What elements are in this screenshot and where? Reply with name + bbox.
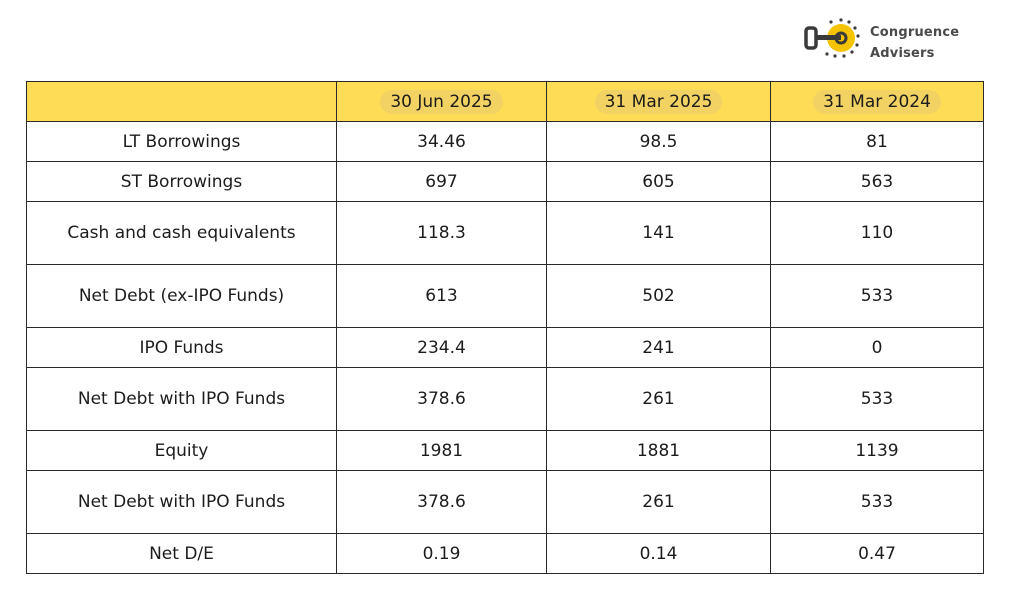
row-label: Equity: [26, 430, 337, 471]
cell-value: 605: [546, 161, 771, 202]
cell-value: 234.4: [336, 327, 547, 368]
header-cell-30-jun-2025: 30 Jun 2025: [336, 81, 547, 122]
cell-value: 378.6: [336, 367, 547, 431]
header-cell-empty: [26, 81, 337, 122]
cell-value: 697: [336, 161, 547, 202]
cell-value: 110: [770, 201, 984, 265]
row-label: IPO Funds: [26, 327, 337, 368]
net-debt-table: 30 Jun 2025 31 Mar 2025 31 Mar 2024 LT B…: [26, 81, 984, 574]
logo-line-1: Congruence: [870, 25, 960, 40]
table-row: Net D/E 0.19 0.14 0.47: [26, 533, 984, 574]
header-label: 31 Mar 2025: [594, 89, 723, 114]
cell-value: 81: [770, 121, 984, 162]
logo-line-2: Advisers: [870, 46, 935, 61]
cell-value: 141: [546, 201, 771, 265]
table-row: Net Debt (ex-IPO Funds) 613 502 533: [26, 264, 984, 328]
cell-value: 533: [770, 367, 984, 431]
cell-value: 34.46: [336, 121, 547, 162]
row-label: ST Borrowings: [26, 161, 337, 202]
cell-value: 1981: [336, 430, 547, 471]
header-cell-31-mar-2024: 31 Mar 2024: [770, 81, 984, 122]
cell-value: 378.6: [336, 470, 547, 534]
row-label: Net Debt with IPO Funds: [26, 367, 337, 431]
table-header-row: 30 Jun 2025 31 Mar 2025 31 Mar 2024: [26, 81, 984, 122]
cell-value: 613: [336, 264, 547, 328]
table-row: Net Debt with IPO Funds 378.6 261 533: [26, 470, 984, 534]
row-label: Net Debt (ex-IPO Funds): [26, 264, 337, 328]
header-label: 30 Jun 2025: [380, 89, 503, 114]
table-row: Cash and cash equivalents 118.3 141 110: [26, 201, 984, 265]
cell-value: 241: [546, 327, 771, 368]
cell-value: 261: [546, 367, 771, 431]
cell-value: 533: [770, 264, 984, 328]
header-cell-31-mar-2025: 31 Mar 2025: [546, 81, 771, 122]
row-label: LT Borrowings: [26, 121, 337, 162]
key-icon: [804, 18, 860, 58]
cell-value: 0: [770, 327, 984, 368]
cell-value: 502: [546, 264, 771, 328]
cell-value: 261: [546, 470, 771, 534]
header-label: 31 Mar 2024: [813, 89, 941, 114]
cell-value: 118.3: [336, 201, 547, 265]
table-row: IPO Funds 234.4 241 0: [26, 327, 984, 368]
cell-value: 563: [770, 161, 984, 202]
cell-value: 533: [770, 470, 984, 534]
cell-value: 98.5: [546, 121, 771, 162]
row-label: Net D/E: [26, 533, 337, 574]
cell-value: 1139: [770, 430, 984, 471]
row-label: Net Debt with IPO Funds: [26, 470, 337, 534]
cell-value: 0.19: [336, 533, 547, 574]
table-row: Net Debt with IPO Funds 378.6 261 533: [26, 367, 984, 431]
table-row: ST Borrowings 697 605 563: [26, 161, 984, 202]
table-row: Equity 1981 1881 1139: [26, 430, 984, 471]
row-label: Cash and cash equivalents: [26, 201, 337, 265]
cell-value: 0.47: [770, 533, 984, 574]
cell-value: 1881: [546, 430, 771, 471]
cell-value: 0.14: [546, 533, 771, 574]
table-row: LT Borrowings 34.46 98.5 81: [26, 121, 984, 162]
company-logo: Congruence Advisers: [803, 14, 973, 66]
